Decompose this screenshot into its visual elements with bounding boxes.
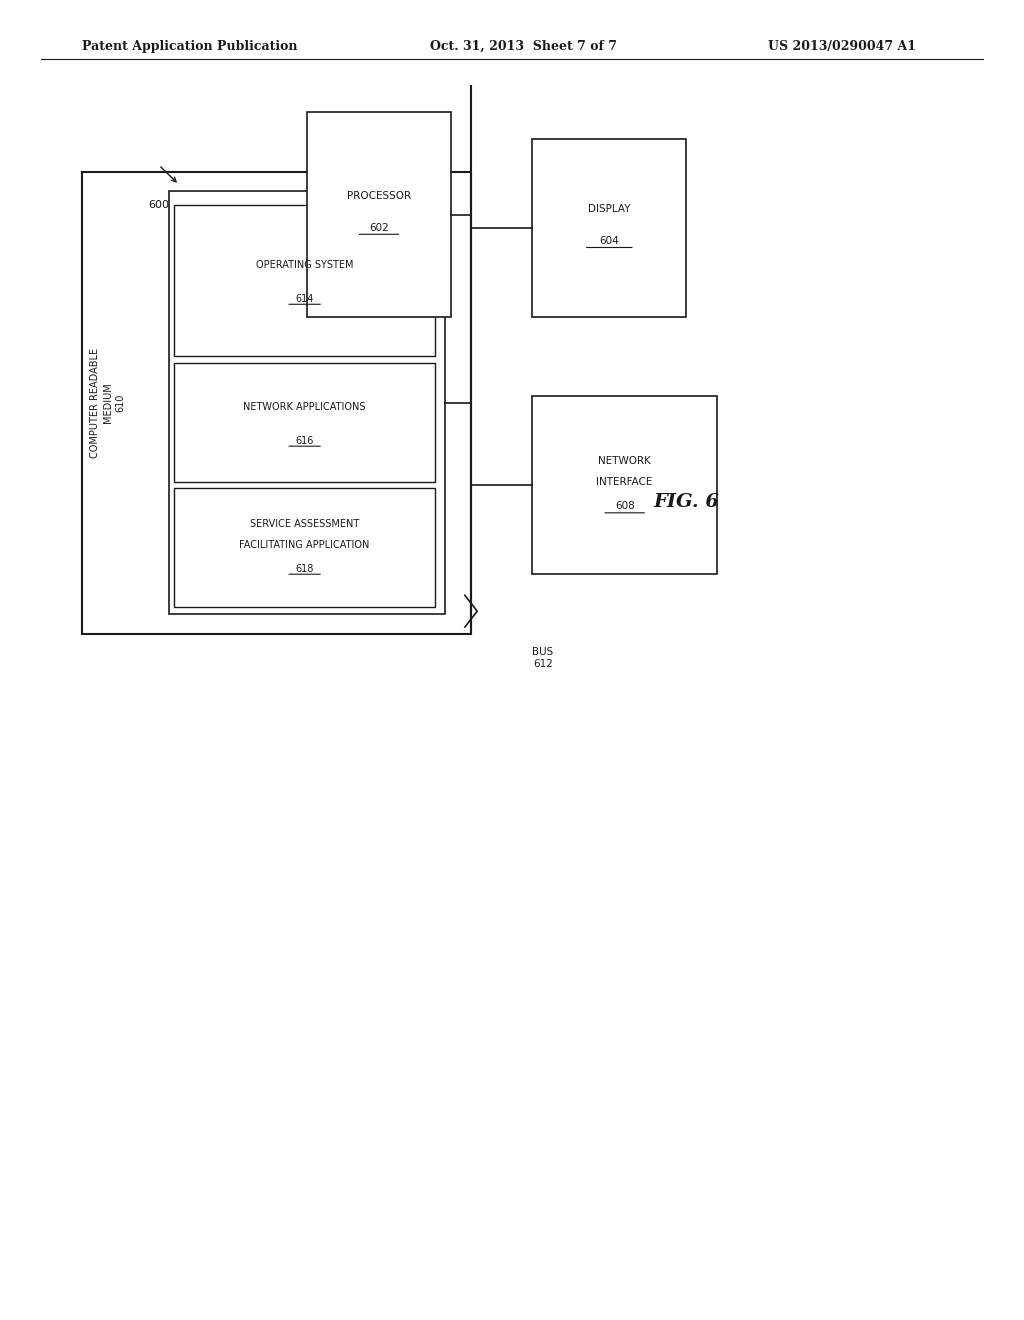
Text: DISPLAY: DISPLAY (588, 205, 631, 214)
FancyBboxPatch shape (174, 488, 435, 607)
Text: NETWORK APPLICATIONS: NETWORK APPLICATIONS (244, 401, 366, 412)
Text: COMPUTER READABLE
MEDIUM
610: COMPUTER READABLE MEDIUM 610 (90, 347, 125, 458)
Text: BUS
612: BUS 612 (532, 647, 554, 669)
Text: 600: 600 (148, 199, 169, 210)
Text: SERVICE ASSESSMENT: SERVICE ASSESSMENT (250, 519, 359, 529)
Text: Oct. 31, 2013  Sheet 7 of 7: Oct. 31, 2013 Sheet 7 of 7 (430, 40, 617, 53)
Text: INTERFACE: INTERFACE (596, 478, 653, 487)
FancyBboxPatch shape (532, 139, 686, 317)
Text: 618: 618 (296, 564, 313, 574)
Text: 608: 608 (614, 502, 635, 511)
FancyBboxPatch shape (174, 363, 435, 482)
Text: FIG. 6: FIG. 6 (653, 492, 719, 511)
Text: Patent Application Publication: Patent Application Publication (82, 40, 297, 53)
Text: OPERATING SYSTEM: OPERATING SYSTEM (256, 260, 353, 269)
Text: NETWORK: NETWORK (598, 457, 651, 466)
Text: PROCESSOR: PROCESSOR (347, 191, 411, 201)
Text: 604: 604 (599, 236, 620, 246)
FancyBboxPatch shape (169, 191, 445, 614)
Text: 614: 614 (296, 294, 313, 304)
FancyBboxPatch shape (532, 396, 717, 574)
Text: US 2013/0290047 A1: US 2013/0290047 A1 (768, 40, 916, 53)
FancyBboxPatch shape (82, 172, 471, 634)
Text: 602: 602 (369, 223, 389, 232)
FancyBboxPatch shape (174, 205, 435, 356)
FancyBboxPatch shape (307, 112, 451, 317)
Text: FACILITATING APPLICATION: FACILITATING APPLICATION (240, 540, 370, 550)
Text: 616: 616 (296, 436, 313, 446)
